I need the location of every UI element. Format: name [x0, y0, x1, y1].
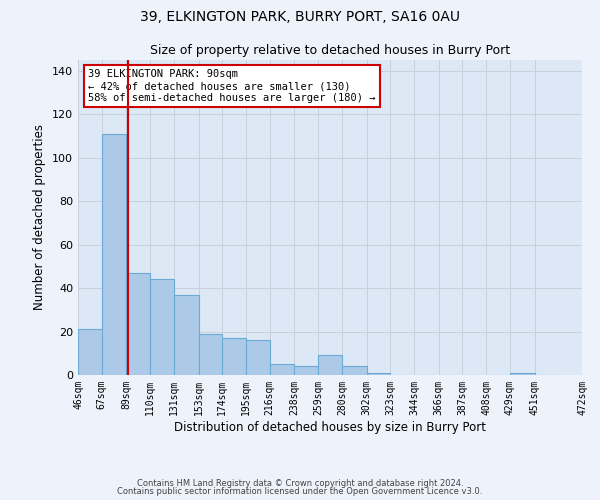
Bar	[174, 294, 199, 375]
Title: Size of property relative to detached houses in Burry Port: Size of property relative to detached ho…	[150, 44, 510, 58]
Bar	[223, 338, 246, 375]
Text: Contains public sector information licensed under the Open Government Licence v3: Contains public sector information licen…	[118, 487, 482, 496]
Text: Contains HM Land Registry data © Crown copyright and database right 2024.: Contains HM Land Registry data © Crown c…	[137, 478, 463, 488]
Bar	[318, 356, 342, 375]
Bar	[150, 280, 174, 375]
Text: 39 ELKINGTON PARK: 90sqm
← 42% of detached houses are smaller (130)
58% of semi-: 39 ELKINGTON PARK: 90sqm ← 42% of detach…	[88, 70, 376, 102]
Bar	[510, 373, 535, 375]
Bar	[127, 273, 150, 375]
Text: 39, ELKINGTON PARK, BURRY PORT, SA16 0AU: 39, ELKINGTON PARK, BURRY PORT, SA16 0AU	[140, 10, 460, 24]
Bar	[246, 340, 269, 375]
Bar	[367, 373, 391, 375]
Bar	[295, 366, 318, 375]
Y-axis label: Number of detached properties: Number of detached properties	[34, 124, 46, 310]
Bar	[78, 330, 101, 375]
Bar	[101, 134, 127, 375]
Bar	[199, 334, 223, 375]
X-axis label: Distribution of detached houses by size in Burry Port: Distribution of detached houses by size …	[174, 420, 486, 434]
Bar	[342, 366, 367, 375]
Bar	[269, 364, 295, 375]
